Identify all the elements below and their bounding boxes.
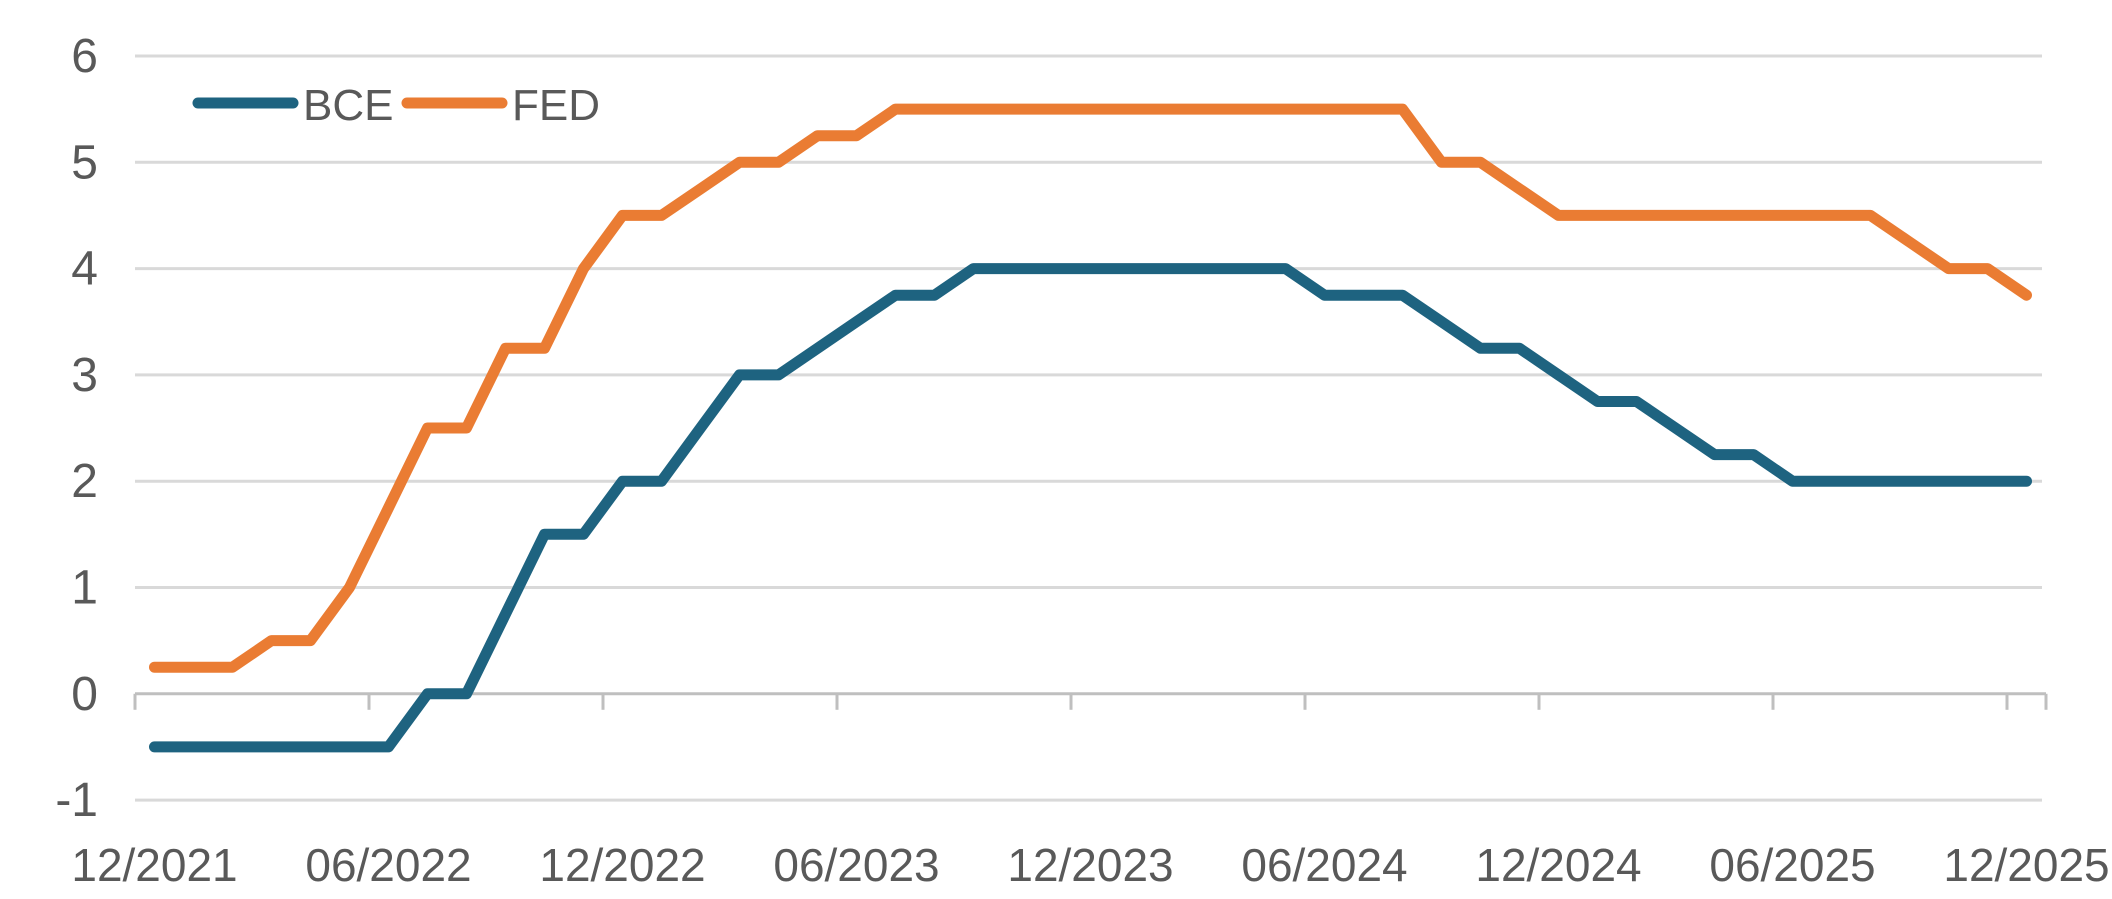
x-axis-labels: 12/2021 06/2022 12/2022 06/2023 12/2023 06/20… [71,839,2109,891]
y-axis-tick-label: 3 [71,349,98,402]
x-axis-tick-label: 12/2021 [71,839,237,891]
legend-label-bce: BCE [303,81,393,130]
y-axis-tick-label: 4 [71,243,98,296]
legend: BCE FED [192,81,600,130]
series-line-bce [149,263,2032,753]
y-axis-tick-label: 1 [71,562,98,615]
x-axis-tick-label: 12/2022 [539,839,705,891]
y-axis-tick-label: 0 [71,668,98,721]
x-axis-tick-label: 06/2023 [773,839,939,891]
x-axis-tick-label: 12/2024 [1475,839,1641,891]
series-line-fed [149,103,2032,673]
y-axis-tick-label: 6 [71,30,98,83]
y-axis-tick-label: -1 [55,774,98,827]
x-axis-tick-label: 06/2024 [1241,839,1407,891]
series-lines [149,103,2032,753]
y-axis-tick-label: 5 [71,136,98,189]
x-axis-tick-label: 06/2022 [305,839,471,891]
x-axis-tick-label: 12/2023 [1007,839,1173,891]
y-axis-tick-label: 2 [71,455,98,508]
gridlines [135,54,2042,802]
x-axis-tick-label: 12/2025 [1943,839,2109,891]
x-axis-tick-label: 06/2025 [1709,839,1875,891]
y-axis-labels: 6 5 4 3 2 1 0 -1 [55,30,98,827]
legend-label-fed: FED [512,81,600,130]
